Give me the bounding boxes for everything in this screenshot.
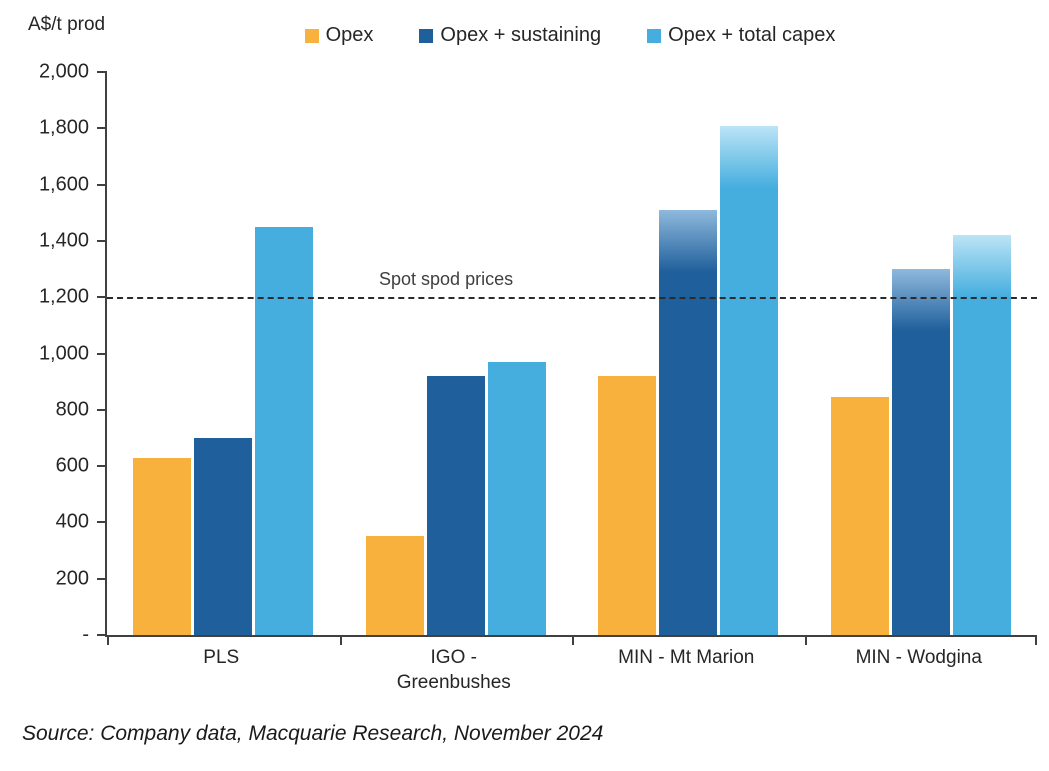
x-axis-tick: [339, 637, 342, 645]
x-axis-category-label: PLS: [203, 647, 240, 668]
x-axis: PLS IGO - Greenbushes MIN - Mt Marion MIN - …: [105, 646, 1035, 704]
x-axis-category-label: IGO - Greenbushes: [396, 647, 511, 693]
y-axis-tick-label: 1,400: [38, 229, 89, 252]
bar-opex-min-mt-marion: [598, 376, 657, 635]
bar-opex-total-capex-igo-greenbushes: [487, 361, 546, 635]
y-axis-tick: [97, 71, 107, 73]
y-axis-tick-label: 400: [55, 510, 89, 533]
y-axis-tick-label: 200: [55, 567, 89, 590]
y-axis-tick: [97, 408, 107, 411]
y-axis-tick-label: 800: [55, 398, 89, 421]
y-axis-tick-label: -: [82, 623, 89, 646]
bar-opex-sustaining-min-wodgina: [891, 269, 950, 635]
y-axis-tick: [97, 352, 107, 355]
y-axis-tick: [97, 521, 107, 524]
legend-item: Opex + total capex: [647, 24, 835, 47]
chart-legend: Opex Opex + sustaining Opex + total capex: [105, 24, 1035, 47]
legend-swatch-icon: [304, 28, 319, 43]
y-axis-tick-label: 1,800: [38, 116, 89, 139]
source-caption: Source: Company data, Macquarie Research…: [22, 722, 604, 745]
spot-price-line: [107, 297, 1037, 300]
bar-opex-sustaining-igo-greenbushes: [426, 376, 485, 635]
bar-opex-pls: [133, 457, 192, 635]
bar-opex-total-capex-min-mt-marion: [720, 125, 779, 635]
bar-opex-total-capex-pls: [255, 226, 314, 635]
bar-opex-igo-greenbushes: [365, 536, 424, 635]
bar-opex-total-capex-min-wodgina: [952, 235, 1011, 635]
y-axis-tick-label: 1,000: [38, 342, 89, 364]
y-axis-tick: [97, 577, 107, 580]
bar-opex-sustaining-pls: [194, 437, 253, 635]
y-axis-title: A$/t prod: [28, 14, 106, 35]
legend-label: Opex: [325, 24, 374, 46]
y-axis-tick: [97, 465, 107, 468]
y-axis-tick: [97, 239, 107, 242]
x-axis-category-label: MIN - Mt Marion: [618, 647, 755, 668]
bar-opex-sustaining-min-mt-marion: [659, 209, 718, 635]
y-axis-tick: [97, 296, 107, 299]
y-axis: 2,000 1,800 1,600 1,400 1,200 1,000 800 600 400 2…: [0, 61, 105, 646]
legend-item: Opex + sustaining: [419, 24, 601, 47]
x-axis-tick: [572, 637, 574, 645]
x-axis-tick: [107, 637, 109, 645]
x-axis-tick: [804, 637, 807, 645]
plot-area: Spot spod prices: [97, 71, 1037, 645]
y-axis-tick-label: 2,000: [38, 60, 89, 83]
legend-label: Opex + sustaining: [440, 24, 602, 46]
y-axis-tick: [97, 183, 107, 186]
y-axis-tick: [97, 634, 107, 636]
y-axis-tick: [97, 127, 107, 130]
bar-opex-min-wodgina: [830, 397, 889, 635]
legend-swatch-icon: [647, 28, 662, 43]
legend-item: Opex: [304, 24, 374, 47]
y-axis-tick-label: 600: [55, 454, 89, 477]
y-axis-tick-label: 1,600: [38, 173, 89, 196]
legend-swatch-icon: [419, 28, 434, 43]
x-axis-category-label: MIN - Wodgina: [855, 647, 982, 668]
legend-label: Opex + total capex: [668, 24, 836, 46]
y-axis-tick-label: 1,200: [38, 285, 89, 308]
x-axis-tick: [1035, 637, 1037, 645]
spot-price-label: Spot spod prices: [379, 269, 514, 290]
